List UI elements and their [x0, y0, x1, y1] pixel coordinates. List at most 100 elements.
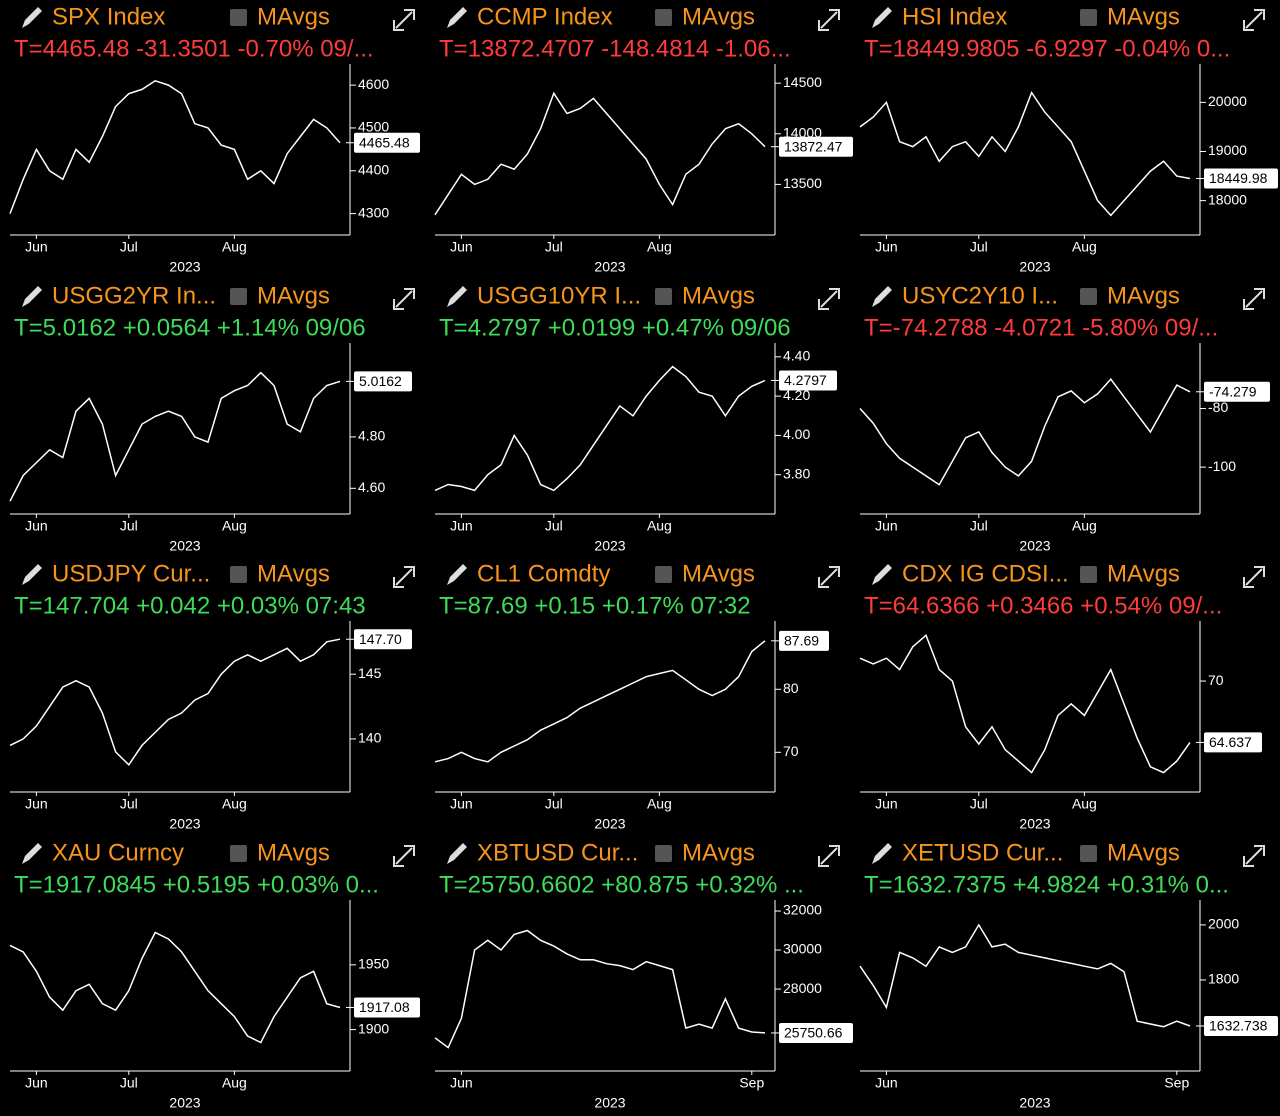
expand-icon[interactable] [393, 566, 415, 588]
ticker-title: CDX IG CDSI... [902, 560, 1069, 587]
edit-icon[interactable] [22, 7, 42, 28]
x-tick-label: Aug [1072, 796, 1097, 812]
x-axis-label: 2023 [169, 538, 200, 554]
chart-panel: XAU Curncy MAvgs T=1917.0845 +0.5195 +0.03… [9, 839, 420, 1111]
quote-line: T=18449.9805 -6.9297 -0.04% 0... [864, 35, 1230, 62]
edit-icon[interactable] [872, 843, 892, 864]
edit-icon[interactable] [447, 564, 467, 585]
expand-icon[interactable] [393, 845, 415, 867]
mavgs-button[interactable]: MAvgs [682, 3, 755, 30]
expand-icon[interactable] [818, 566, 840, 588]
x-tick-label: Jul [120, 239, 138, 255]
edit-icon[interactable] [22, 286, 42, 307]
expand-icon[interactable] [1243, 288, 1265, 310]
x-tick-label: Aug [647, 239, 672, 255]
edit-icon[interactable] [872, 564, 892, 585]
x-tick-label: Aug [222, 518, 247, 534]
mavgs-checkbox[interactable] [230, 845, 247, 862]
ticker-title: XETUSD Cur... [902, 839, 1063, 866]
last-value-box [354, 132, 420, 153]
edit-icon[interactable] [447, 286, 467, 307]
mavgs-button[interactable]: MAvgs [257, 3, 330, 30]
last-value-label: 25750.66 [784, 1025, 843, 1041]
mavgs-button[interactable]: MAvgs [682, 560, 755, 587]
y-tick-label: 145 [358, 665, 382, 681]
edit-icon[interactable] [22, 564, 42, 585]
price-line [9, 371, 341, 502]
mavgs-button[interactable]: MAvgs [682, 839, 755, 866]
y-tick-label: 14500 [783, 74, 822, 90]
edit-icon[interactable] [872, 286, 892, 307]
expand-icon[interactable] [393, 9, 415, 31]
expand-icon[interactable] [1243, 9, 1265, 31]
edit-icon[interactable] [872, 7, 892, 28]
expand-icon[interactable] [818, 9, 840, 31]
ticker-title: HSI Index [902, 3, 1007, 30]
expand-icon[interactable] [1243, 566, 1265, 588]
chart-panel: CDX IG CDSI... MAvgs T=64.6366 +0.3466 +0.… [859, 560, 1265, 832]
chart-panel: CL1 Comdty MAvgs T=87.69 +0.15 +0.17% 07:3… [434, 560, 840, 832]
mavgs-button[interactable]: MAvgs [682, 282, 755, 309]
y-tick-label: 14000 [783, 124, 822, 140]
mavgs-checkbox[interactable] [1080, 566, 1097, 583]
expand-icon[interactable] [393, 288, 415, 310]
quote-line: T=-74.2788 -4.0721 -5.80% 09/... [864, 314, 1218, 341]
last-value-box [779, 136, 853, 157]
last-value-box [779, 370, 837, 391]
mavgs-checkbox[interactable] [655, 845, 672, 862]
last-value-box [779, 630, 829, 651]
x-tick-label: Jun [875, 518, 898, 534]
last-value-label: 18449.98 [1209, 170, 1268, 186]
mavgs-checkbox[interactable] [1080, 845, 1097, 862]
ticker-title: XBTUSD Cur... [477, 839, 638, 866]
price-line [859, 634, 1191, 774]
mavgs-button[interactable]: MAvgs [1107, 839, 1180, 866]
expand-icon[interactable] [818, 288, 840, 310]
ticker-title: USGG10YR I... [477, 282, 641, 309]
quote-line: T=87.69 +0.15 +0.17% 07:32 [439, 592, 751, 619]
x-tick-label: Jul [970, 239, 988, 255]
x-axis-label: 2023 [1019, 259, 1050, 275]
mavgs-checkbox[interactable] [1080, 9, 1097, 26]
mavgs-button[interactable]: MAvgs [1107, 3, 1180, 30]
expand-icon[interactable] [1243, 845, 1265, 867]
x-axis-label: 2023 [169, 816, 200, 832]
mavgs-checkbox[interactable] [230, 9, 247, 26]
ticker-title: USDJPY Cur... [52, 560, 210, 587]
mavgs-checkbox[interactable] [655, 566, 672, 583]
x-tick-label: Aug [222, 239, 247, 255]
x-axis-label: 2023 [594, 816, 625, 832]
mavgs-button[interactable]: MAvgs [257, 560, 330, 587]
ticker-title: USGG2YR In... [52, 282, 216, 309]
mavgs-checkbox[interactable] [655, 288, 672, 305]
price-line [859, 90, 1191, 217]
quote-line: T=5.0162 +0.0564 +1.14% 09/06 [14, 314, 366, 341]
mavgs-checkbox[interactable] [230, 566, 247, 583]
mavgs-button[interactable]: MAvgs [257, 282, 330, 309]
y-tick-label: 30000 [783, 941, 822, 957]
last-value-box [1204, 732, 1262, 753]
x-tick-label: Jun [875, 239, 898, 255]
x-axis-label: 2023 [594, 259, 625, 275]
x-tick-label: Aug [1072, 518, 1097, 534]
edit-icon[interactable] [447, 843, 467, 864]
x-axis-label: 2023 [1019, 816, 1050, 832]
mavgs-button[interactable]: MAvgs [257, 839, 330, 866]
x-tick-label: Sep [739, 1075, 764, 1091]
mavgs-checkbox[interactable] [655, 9, 672, 26]
x-tick-label: Aug [1072, 239, 1097, 255]
price-line [434, 640, 766, 763]
edit-icon[interactable] [447, 7, 467, 28]
ticker-title: CCMP Index [477, 3, 613, 30]
mavgs-checkbox[interactable] [1080, 288, 1097, 305]
x-tick-label: Jul [120, 518, 138, 534]
y-tick-label: 4.80 [358, 428, 385, 444]
expand-icon[interactable] [818, 845, 840, 867]
mavgs-button[interactable]: MAvgs [1107, 560, 1180, 587]
y-tick-label: 140 [358, 730, 382, 746]
chart-panel: CCMP Index MAvgs T=13872.4707 -148.4814 -1… [434, 3, 853, 275]
mavgs-checkbox[interactable] [230, 288, 247, 305]
x-axis-label: 2023 [594, 1095, 625, 1111]
edit-icon[interactable] [22, 843, 42, 864]
mavgs-button[interactable]: MAvgs [1107, 282, 1180, 309]
